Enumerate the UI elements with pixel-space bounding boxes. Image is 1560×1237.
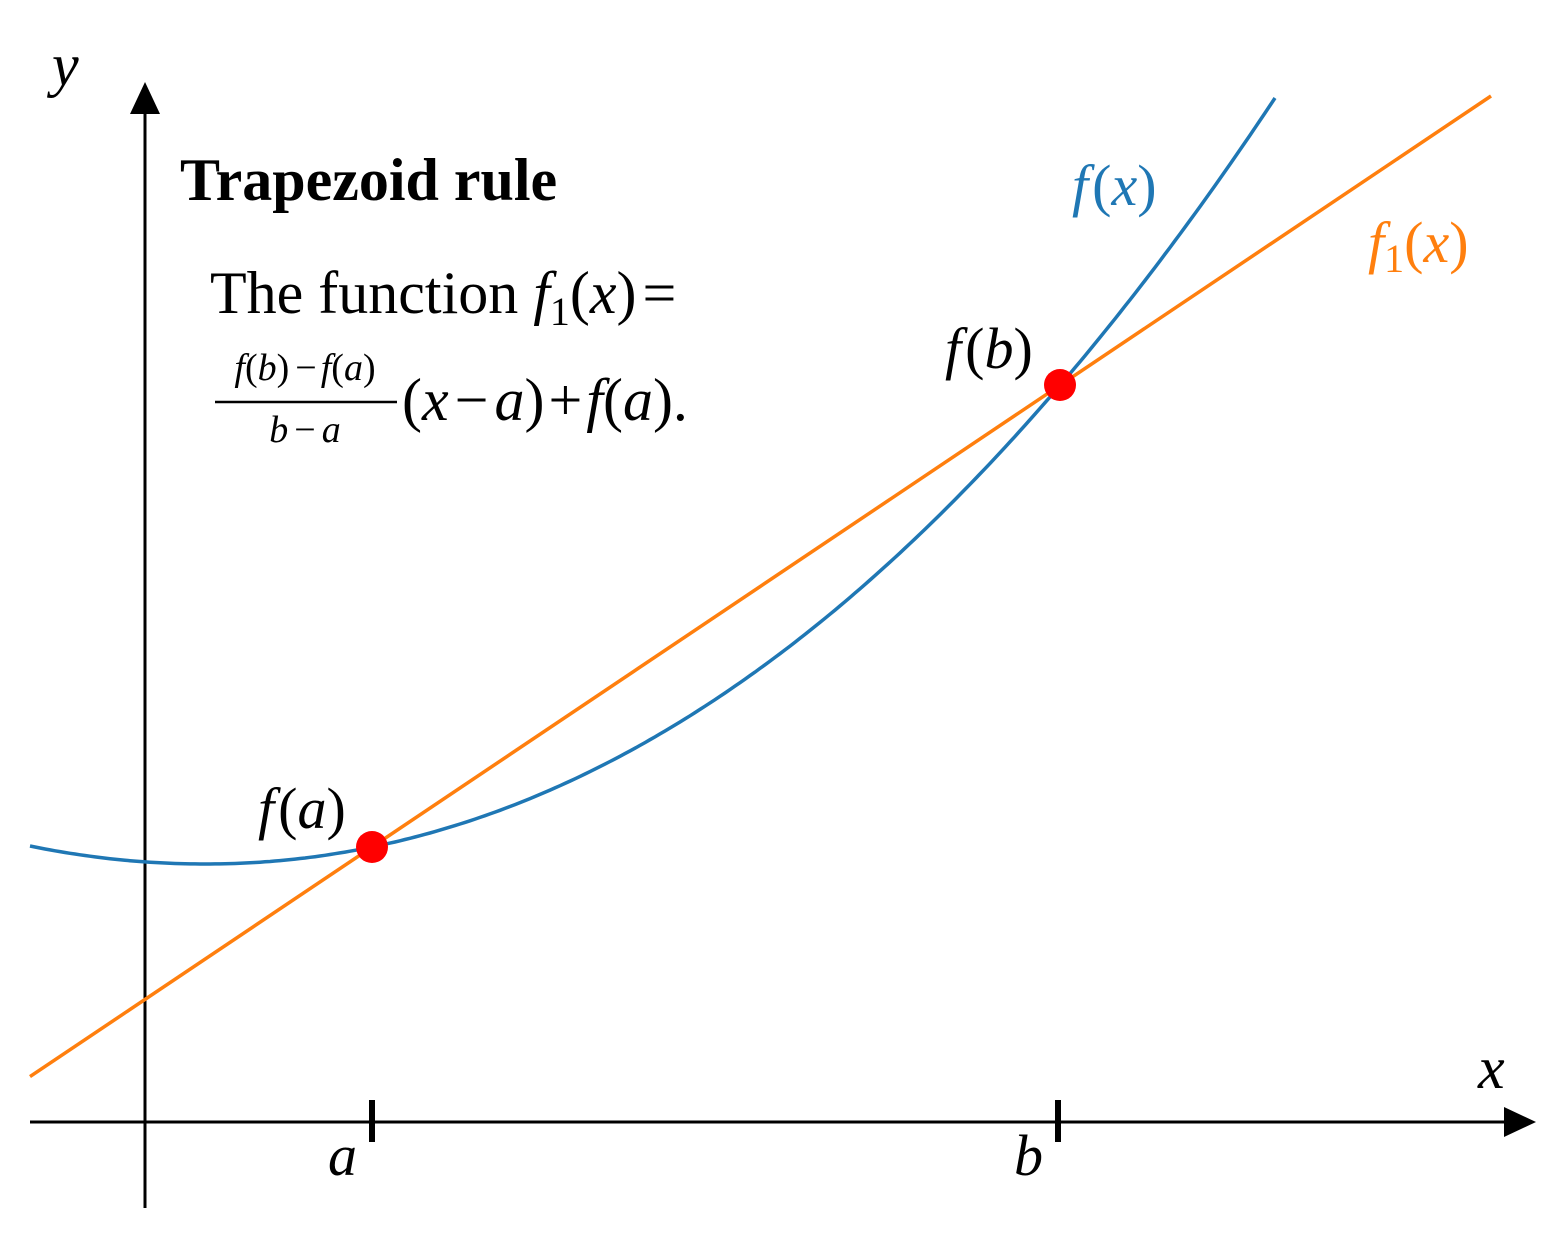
sym: x (1422, 210, 1449, 275)
point-label: f(a) (258, 776, 346, 841)
sym: ( (965, 316, 984, 381)
sym: ( (245, 347, 258, 389)
sym: ( (278, 776, 297, 841)
point-a (356, 831, 388, 863)
sym: ). (653, 367, 688, 433)
sym: x (421, 367, 449, 433)
line-label: f1(x) (1368, 210, 1469, 281)
sym: a (297, 776, 326, 841)
sym: ( (1404, 210, 1423, 275)
sym: a (344, 347, 363, 389)
sym: ( (603, 367, 623, 433)
sym: ) (617, 260, 637, 326)
formula-rest: (x − a)+f(a). (402, 367, 688, 433)
sym: ( (570, 260, 590, 326)
sym: x (589, 260, 617, 326)
sym: ) (326, 776, 345, 841)
sym: a (494, 367, 524, 433)
sym: ) (277, 347, 290, 389)
y-label: y (46, 32, 79, 98)
sym: ) (1013, 316, 1032, 381)
secant-line (29, 94, 1492, 1079)
sym: − (455, 367, 489, 433)
sym: x (1110, 153, 1137, 218)
text: The function (210, 260, 518, 326)
sym: = (643, 260, 677, 326)
sym: ) (363, 347, 376, 389)
sym: ) (1137, 153, 1156, 218)
denominator: b − a (269, 409, 340, 451)
sym: ( (402, 367, 422, 433)
sym: ( (1092, 153, 1111, 218)
sym: ) (524, 367, 544, 433)
sym: + (548, 367, 582, 433)
x-arrow (1504, 1107, 1536, 1137)
sym: 1 (550, 289, 570, 334)
formula-line: The function f1(x) = (210, 260, 676, 334)
y-arrow (130, 82, 160, 114)
sym: b (258, 347, 277, 389)
sym: b (269, 409, 288, 451)
title: Trapezoid rule (180, 147, 557, 213)
sym: 1 (1384, 236, 1404, 281)
point-label: f(b) (945, 316, 1033, 381)
sym: a (322, 409, 341, 451)
x-label: x (1477, 1035, 1505, 1101)
sym: a (623, 367, 653, 433)
sym: ( (331, 347, 344, 389)
sym: − (295, 347, 316, 389)
sym: − (294, 409, 315, 451)
numerator: f(b) − f(a) (234, 347, 375, 389)
sym: ) (1449, 210, 1468, 275)
curve-label: f(x) (1072, 153, 1157, 218)
sym: b (984, 316, 1013, 381)
tick-label: b (1014, 1123, 1043, 1188)
point-b (1044, 369, 1076, 401)
shapes (29, 82, 1536, 1208)
tick-label: a (328, 1123, 357, 1188)
